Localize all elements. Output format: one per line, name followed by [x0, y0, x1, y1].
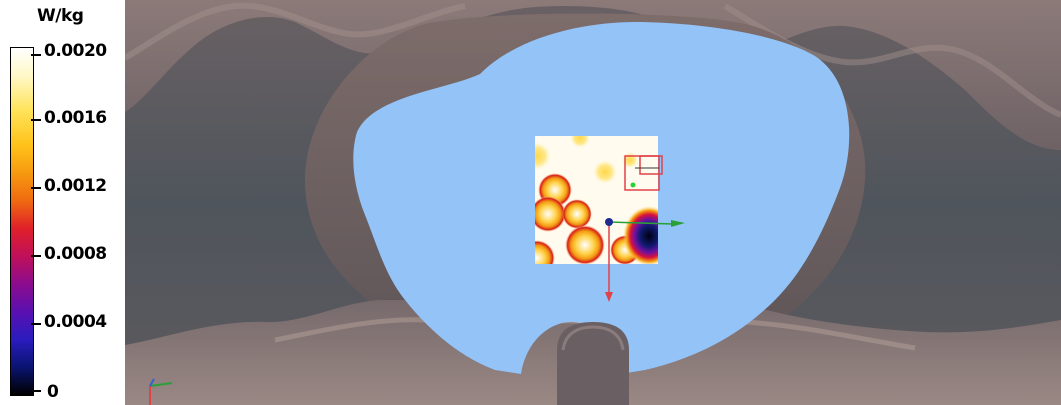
legend-tick-mark: [31, 187, 41, 189]
probe-origin-icon[interactable]: [605, 218, 685, 302]
axis-triad-icon: [149, 378, 173, 405]
legend-tick-mark: [31, 323, 41, 325]
legend-color-scale: [10, 47, 34, 396]
sar-scan-area: [535, 136, 658, 264]
sar-hotspot: [593, 160, 617, 184]
legend-tick-mark: [31, 119, 41, 121]
legend-tick-label: 0.0016: [44, 108, 107, 128]
zoom-scan-box-inner[interactable]: [639, 155, 663, 175]
sar-hotspot: [535, 196, 566, 232]
sar-coldspot: [623, 206, 658, 264]
scene-canvas[interactable]: [125, 0, 1061, 405]
legend-tick-label: 0.0008: [44, 244, 107, 264]
legend-tick-mark: [31, 54, 41, 56]
model-protrusion: [557, 322, 629, 405]
legend-unit-label: W/kg: [37, 6, 84, 26]
3d-viewport[interactable]: [125, 0, 1061, 405]
sar-hotspot: [562, 199, 592, 229]
model-shell-top-ridge: [125, 2, 466, 61]
legend-tick-mark: [31, 255, 41, 257]
probe-marker-dot: [630, 182, 636, 188]
sar-hotspot: [535, 142, 551, 170]
legend-tick-label-min: 0: [47, 382, 59, 402]
legend-tick-mark: [31, 390, 41, 392]
sar-color-legend: W/kg 0.0020 0.0016 0.0012 0.0008 0.0004 …: [0, 0, 125, 405]
sar-hotspot: [570, 136, 590, 148]
model-protrusion-highlight: [561, 325, 625, 351]
legend-tick-label: 0.0004: [44, 312, 107, 332]
legend-tick-label: 0.0012: [44, 176, 107, 196]
sar-hotspot: [565, 225, 605, 264]
legend-tick-label-max: 0.0020: [44, 41, 107, 61]
sar-hotspot: [535, 240, 555, 264]
model-shell-top: [125, 0, 1061, 150]
